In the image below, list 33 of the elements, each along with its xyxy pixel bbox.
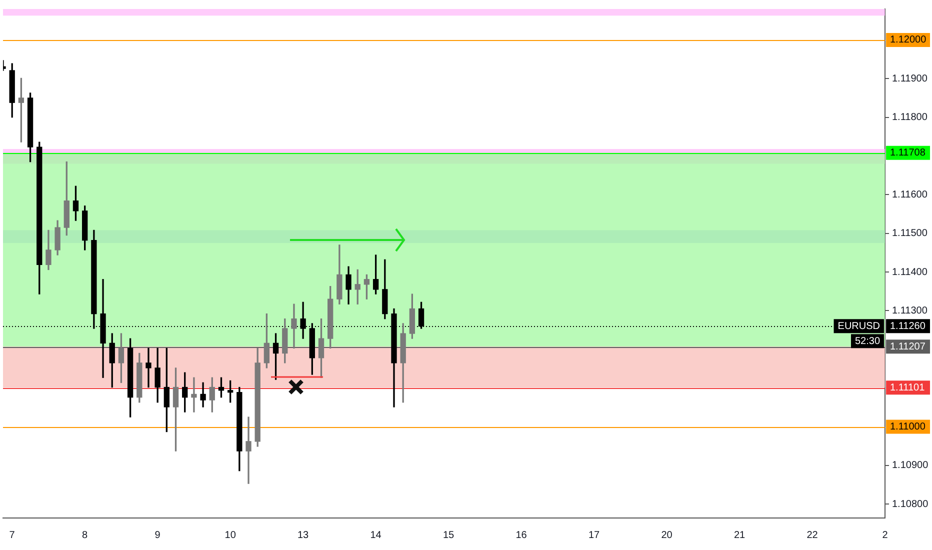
x-tick-label: 10 [224, 530, 236, 541]
x-tick-label: 20 [661, 530, 673, 541]
x-tick-label: 16 [516, 530, 528, 541]
x-tick-label: 22 [806, 530, 818, 541]
x-tick-label: 15 [442, 530, 455, 541]
annotation: 52:30 [854, 336, 880, 347]
x-tick-label: 8 [82, 530, 88, 541]
x-tick-label: 7 [9, 530, 16, 541]
ref-line-label: 1.11260 [890, 320, 926, 332]
ref-line-label: 1.12000 [890, 34, 927, 46]
x-tick-label: 21 [734, 530, 746, 541]
y-tick-label: 1.11300 [892, 305, 928, 316]
candlestick [291, 304, 297, 349]
x-tick-label: 17 [588, 530, 600, 541]
y-tick-label: 1.10900 [892, 460, 929, 472]
y-tick-label: 1.11500 [892, 228, 928, 240]
y-tick-label: 1.11400 [892, 266, 928, 278]
annotation: EURUSD [838, 320, 880, 332]
candlestick [146, 348, 152, 388]
ref-line-label: 1.11101 [890, 382, 926, 394]
x-tick-label: 2 [882, 530, 888, 541]
ref-line-label: 1.11000 [890, 421, 926, 432]
ref-line-label: 1.11708 [890, 148, 926, 159]
y-tick-label: 1.11800 [892, 112, 928, 124]
candlestick [191, 377, 197, 412]
x-tick-label: 9 [154, 530, 161, 541]
ref-line-label: 1.11207 [890, 341, 926, 352]
y-tick-label: 1.11900 [892, 73, 928, 84]
x-tick-label: 13 [298, 530, 310, 541]
y-tick-label: 1.10800 [892, 498, 929, 510]
x-tick-label: 14 [370, 530, 382, 541]
candlestick [246, 416, 252, 484]
y-tick-label: 1.11600 [892, 189, 928, 200]
